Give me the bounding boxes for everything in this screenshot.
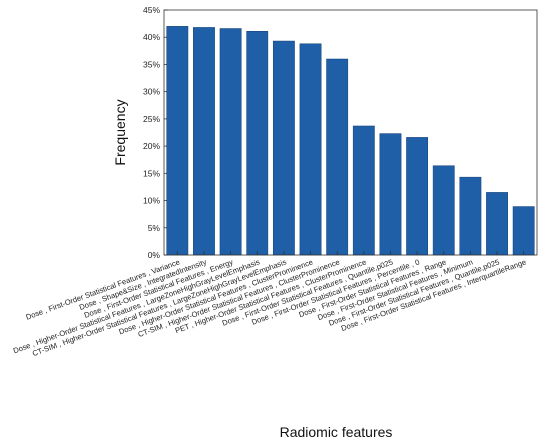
y-tick-label: 35% [143,59,160,69]
x-axis-ticks [176,251,525,255]
x-axis-title: Radiomic features [280,424,393,440]
bar [459,176,482,256]
bar [193,27,215,256]
y-tick-label: 45% [143,5,160,15]
y-tick-label: 5% [148,223,161,233]
y-tick-label: 0% [148,250,161,260]
category-labels: Dose , First-Order Statistical Features … [12,257,527,358]
bar [486,192,508,256]
y-tick-label: 15% [143,168,160,178]
y-tick-label: 25% [143,114,160,124]
bar [326,58,349,256]
bar [219,28,242,256]
bar [379,133,402,256]
y-tick-label: 10% [143,196,160,206]
bar [166,26,189,256]
y-tick-label: 30% [143,87,160,97]
bar [246,30,269,256]
y-tick-label: 20% [143,141,160,151]
bar [432,165,455,256]
bar [299,43,322,256]
bar [352,125,375,256]
bar [406,137,429,256]
y-tick-label: 40% [143,32,160,42]
bars [166,26,535,256]
y-axis-title: Frequency [112,99,128,165]
bar [272,40,295,256]
plot-frame [163,9,538,256]
bar [512,206,535,256]
